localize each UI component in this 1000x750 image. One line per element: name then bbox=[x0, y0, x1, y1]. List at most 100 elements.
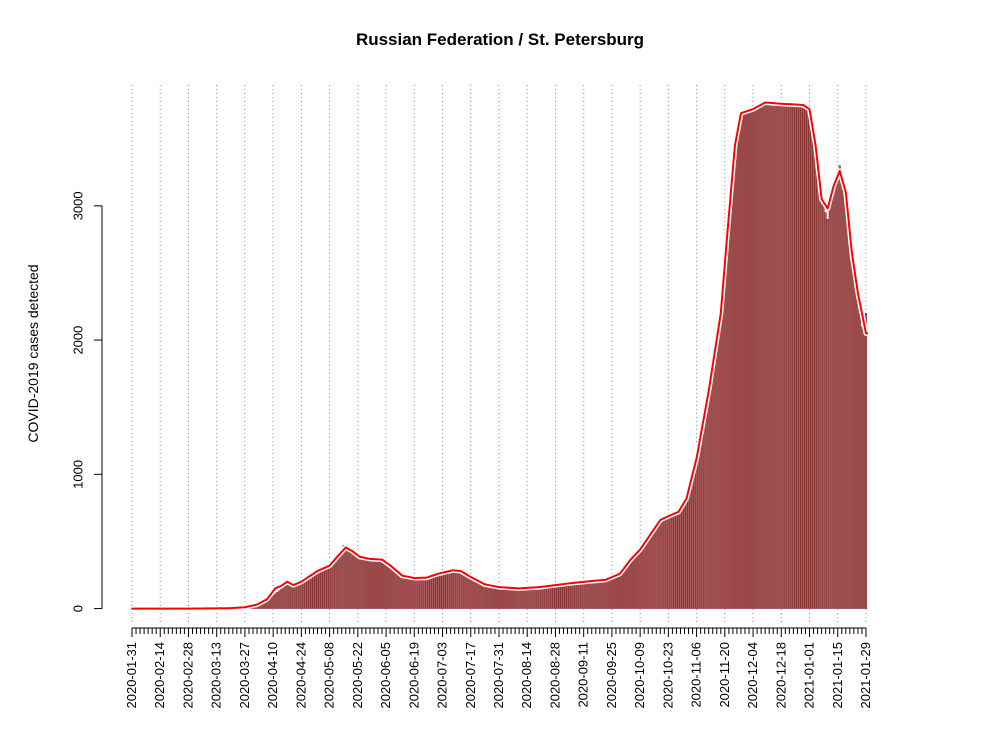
bar bbox=[689, 479, 692, 609]
x-tick-label: 2020-03-27 bbox=[237, 642, 252, 709]
x-tick-label: 2020-04-10 bbox=[265, 642, 280, 709]
bar bbox=[677, 510, 680, 609]
bar bbox=[693, 462, 696, 609]
bar bbox=[748, 109, 751, 609]
bar bbox=[336, 557, 339, 609]
bar bbox=[320, 567, 323, 609]
bar bbox=[758, 105, 761, 609]
bar bbox=[594, 579, 597, 609]
x-tick-label: 2021-01-01 bbox=[802, 642, 817, 709]
bar bbox=[842, 183, 845, 609]
bar bbox=[429, 576, 432, 609]
bar bbox=[419, 577, 422, 609]
bar bbox=[651, 530, 654, 609]
bar bbox=[838, 165, 841, 609]
y-tick-label: 2000 bbox=[71, 326, 86, 355]
bar bbox=[272, 594, 275, 609]
bar bbox=[772, 102, 775, 609]
bar bbox=[401, 575, 404, 609]
bar bbox=[318, 568, 321, 609]
bar bbox=[564, 582, 567, 609]
bar bbox=[695, 453, 698, 609]
bar bbox=[727, 208, 730, 609]
bar bbox=[316, 569, 319, 609]
bar bbox=[685, 496, 688, 609]
bar bbox=[645, 538, 648, 609]
bar bbox=[669, 514, 672, 609]
x-tick-label: 2020-08-14 bbox=[519, 642, 534, 709]
bar bbox=[441, 572, 444, 609]
bar bbox=[754, 107, 757, 609]
bar bbox=[562, 583, 565, 609]
bar bbox=[395, 571, 398, 609]
bar bbox=[606, 577, 609, 609]
bar bbox=[610, 575, 613, 609]
bar bbox=[836, 172, 839, 609]
bar bbox=[274, 593, 277, 609]
bar bbox=[604, 578, 607, 609]
bar bbox=[746, 110, 748, 609]
bar bbox=[475, 580, 478, 609]
bar bbox=[298, 581, 301, 609]
bar bbox=[375, 559, 377, 609]
x-tick-label: 2020-05-08 bbox=[322, 642, 337, 709]
bar bbox=[673, 512, 676, 609]
bar bbox=[733, 138, 736, 609]
x-tick-label: 2020-07-31 bbox=[491, 642, 506, 709]
bar bbox=[657, 521, 660, 609]
bar bbox=[364, 557, 367, 609]
bar bbox=[461, 572, 464, 609]
bar bbox=[735, 129, 738, 609]
bar bbox=[411, 577, 414, 609]
bar bbox=[433, 576, 436, 609]
x-tick-label: 2020-03-13 bbox=[209, 642, 224, 709]
bar bbox=[830, 196, 833, 609]
line-layer bbox=[131, 99, 869, 612]
bar bbox=[417, 577, 420, 609]
bar bbox=[618, 570, 621, 609]
bar bbox=[385, 565, 388, 609]
bar bbox=[701, 420, 704, 609]
bar bbox=[368, 558, 371, 609]
bar bbox=[300, 581, 303, 609]
bar bbox=[372, 559, 375, 609]
bar bbox=[471, 578, 474, 609]
bar bbox=[381, 562, 384, 609]
bar bbox=[334, 559, 337, 609]
bar bbox=[790, 104, 793, 609]
bar bbox=[457, 570, 460, 609]
x-tick-label: 2020-01-31 bbox=[124, 642, 139, 709]
bar bbox=[308, 577, 311, 609]
bar bbox=[697, 442, 700, 609]
bar bbox=[423, 578, 426, 609]
bar bbox=[566, 582, 569, 609]
bar bbox=[778, 103, 781, 609]
bar bbox=[600, 579, 603, 609]
bar bbox=[679, 507, 682, 609]
x-tick-label: 2020-11-20 bbox=[717, 642, 732, 708]
bar bbox=[552, 584, 555, 609]
bar bbox=[550, 584, 553, 609]
bar bbox=[802, 104, 805, 609]
bar bbox=[631, 555, 634, 609]
bar bbox=[465, 574, 468, 609]
y-axis-label: COVID-2019 cases detected bbox=[25, 264, 41, 442]
bar bbox=[691, 471, 694, 609]
bar bbox=[760, 104, 763, 609]
bar bbox=[326, 565, 329, 609]
bar bbox=[687, 488, 690, 609]
bar bbox=[389, 568, 392, 609]
bar bbox=[340, 549, 343, 609]
x-tick-label: 2021-01-15 bbox=[830, 642, 845, 709]
bar bbox=[387, 566, 390, 609]
bar bbox=[578, 581, 581, 609]
bar bbox=[756, 106, 759, 609]
x-tick-label: 2020-06-19 bbox=[406, 642, 421, 709]
bar bbox=[814, 138, 817, 609]
bar bbox=[856, 299, 859, 609]
bar bbox=[788, 104, 791, 609]
bar bbox=[463, 573, 466, 609]
bar bbox=[723, 257, 726, 609]
bar bbox=[451, 570, 454, 609]
bar bbox=[582, 580, 585, 609]
